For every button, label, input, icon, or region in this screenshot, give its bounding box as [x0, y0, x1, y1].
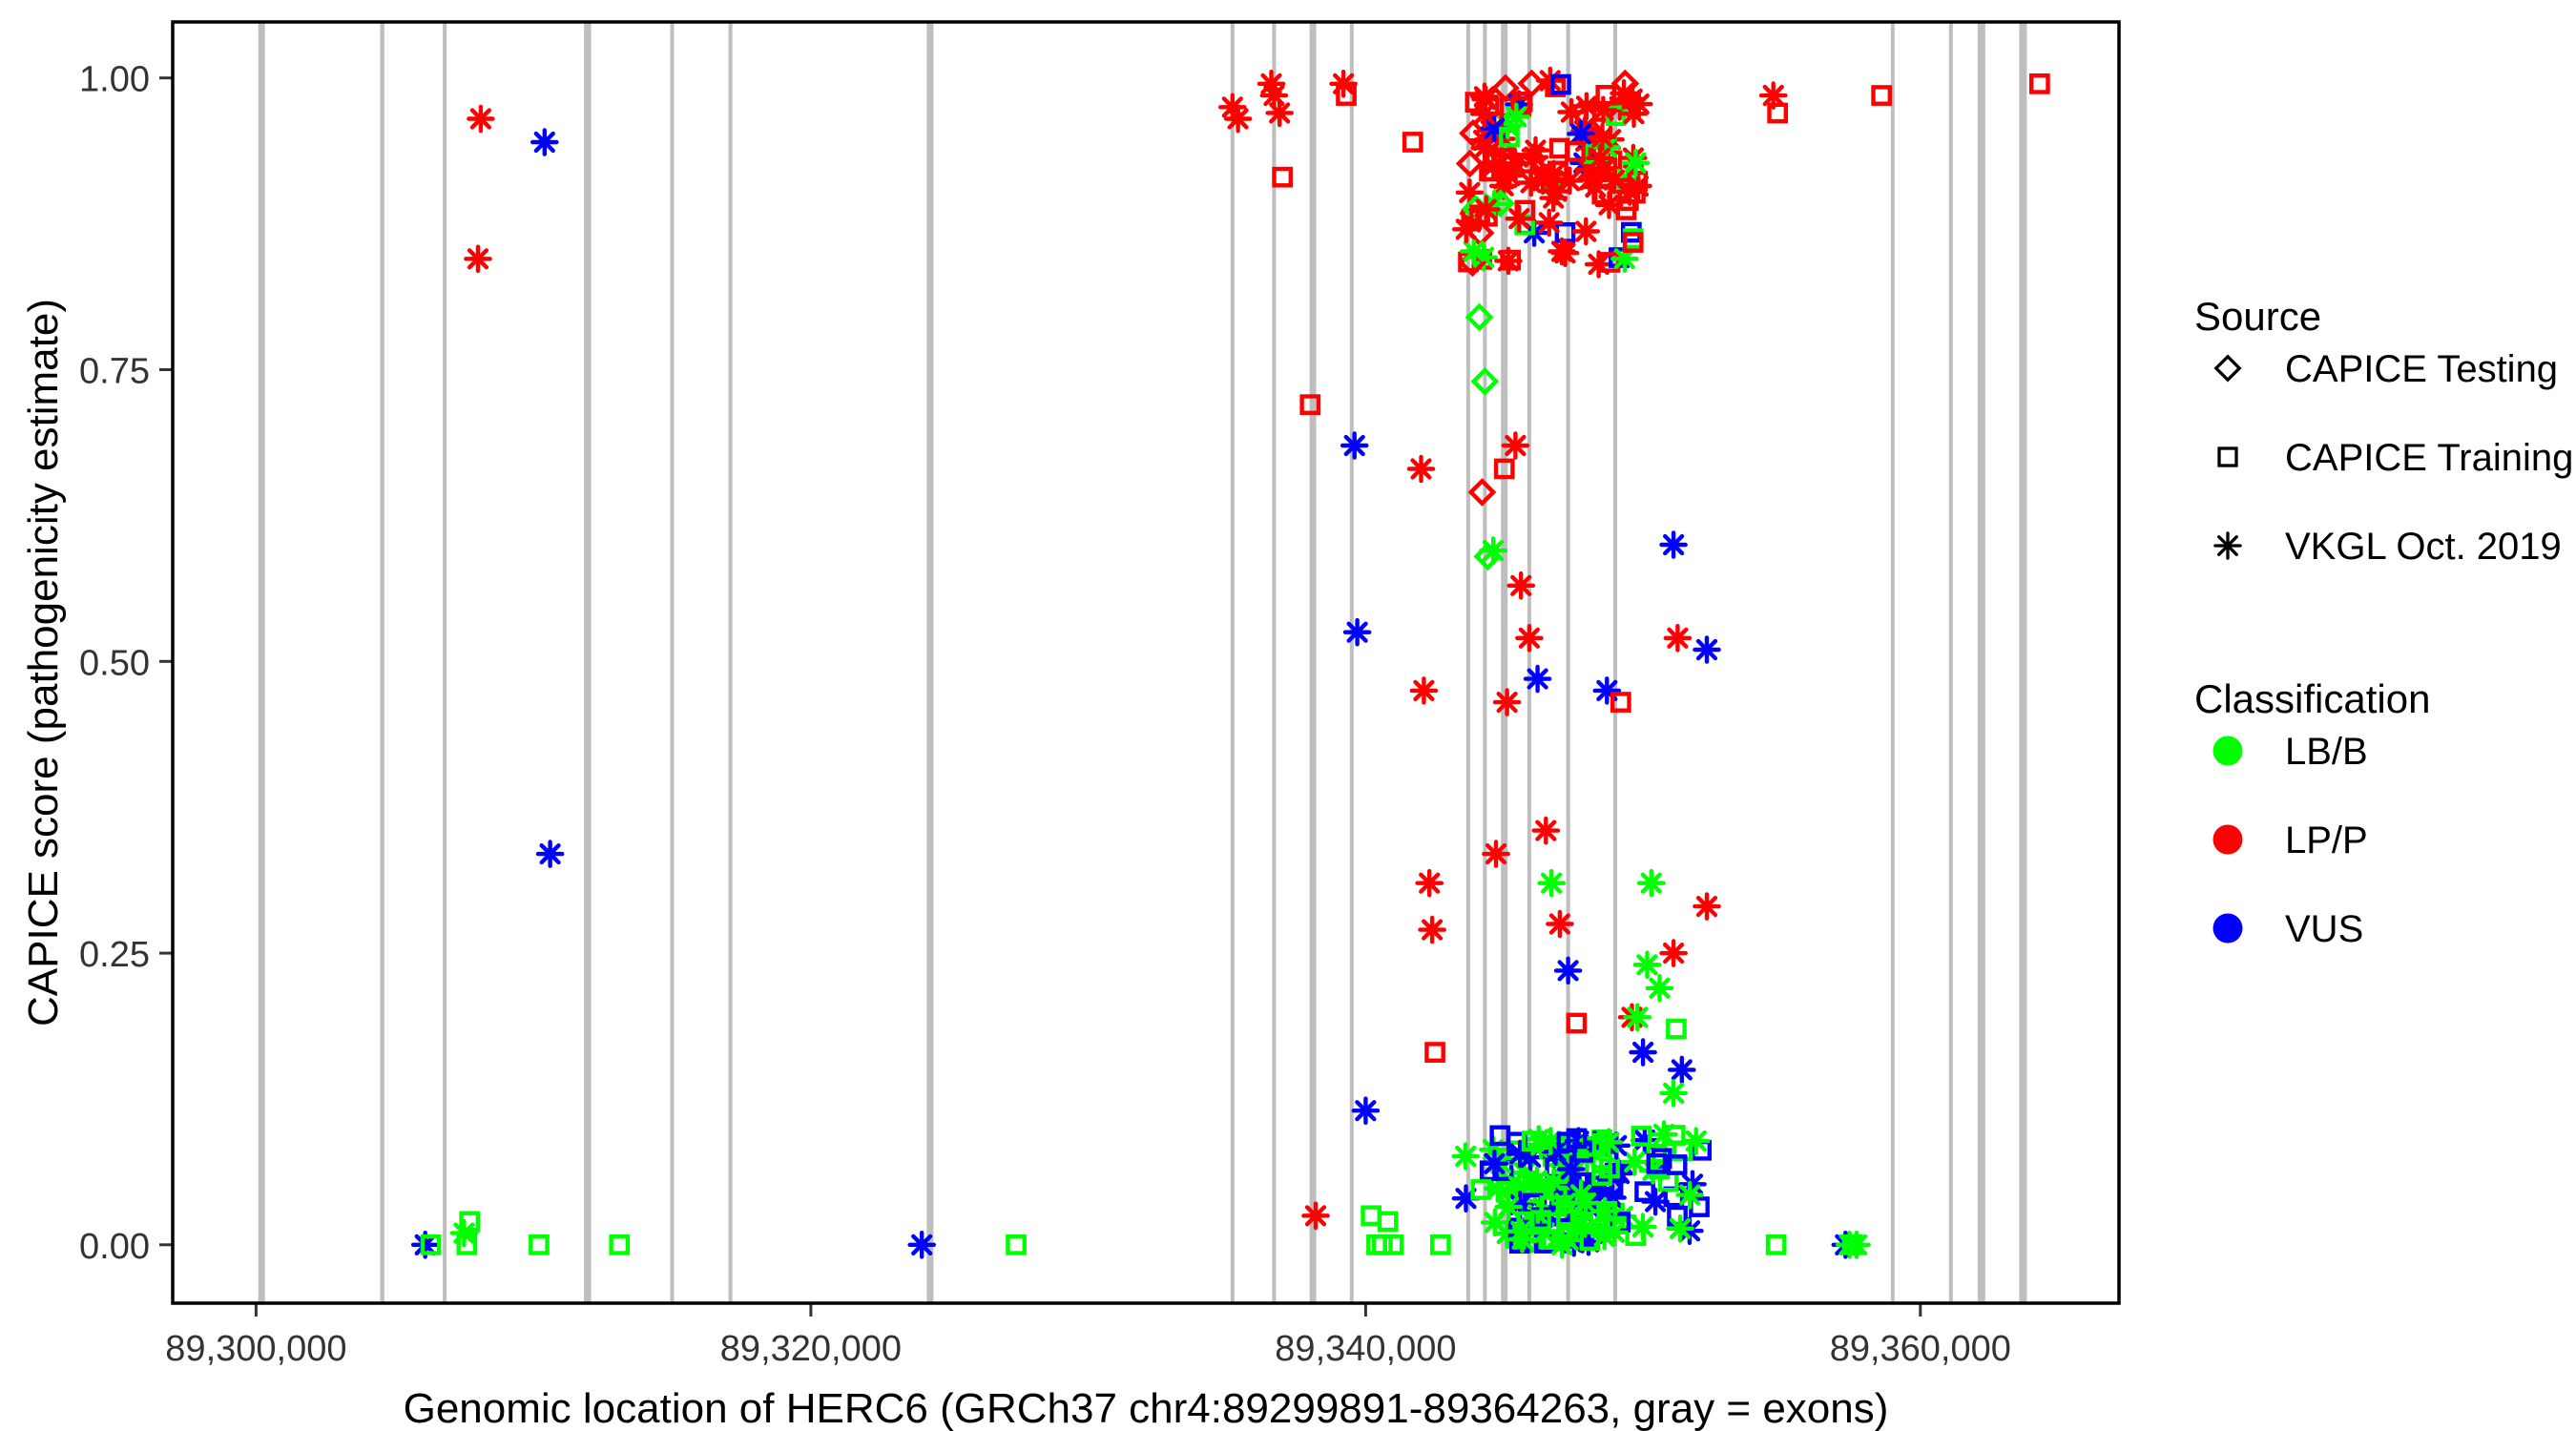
svg-text:0.75: 0.75	[79, 352, 150, 392]
svg-text:CAPICE Testing: CAPICE Testing	[2285, 348, 2558, 390]
svg-text:VUS: VUS	[2285, 908, 2363, 950]
svg-text:89,300,000: 89,300,000	[165, 1329, 346, 1369]
svg-text:Classification: Classification	[2194, 676, 2430, 721]
svg-text:Source: Source	[2194, 294, 2321, 339]
svg-text:LP/P: LP/P	[2285, 819, 2368, 861]
svg-text:VKGL Oct. 2019: VKGL Oct. 2019	[2285, 526, 2562, 568]
svg-text:Genomic location of HERC6 (GRC: Genomic location of HERC6 (GRCh37 chr4:8…	[404, 1385, 1889, 1431]
svg-text:0.50: 0.50	[79, 643, 150, 683]
svg-text:1.00: 1.00	[79, 60, 150, 100]
svg-text:89,360,000: 89,360,000	[1830, 1329, 2011, 1369]
svg-text:CAPICE Training: CAPICE Training	[2285, 437, 2573, 479]
svg-text:0.00: 0.00	[79, 1227, 150, 1267]
svg-text:0.25: 0.25	[79, 935, 150, 975]
svg-text:CAPICE score (pathogenicity es: CAPICE score (pathogenicity estimate)	[20, 299, 67, 1027]
svg-text:89,320,000: 89,320,000	[720, 1329, 902, 1369]
svg-text:LB/B: LB/B	[2285, 731, 2368, 773]
svg-text:89,340,000: 89,340,000	[1275, 1329, 1456, 1369]
